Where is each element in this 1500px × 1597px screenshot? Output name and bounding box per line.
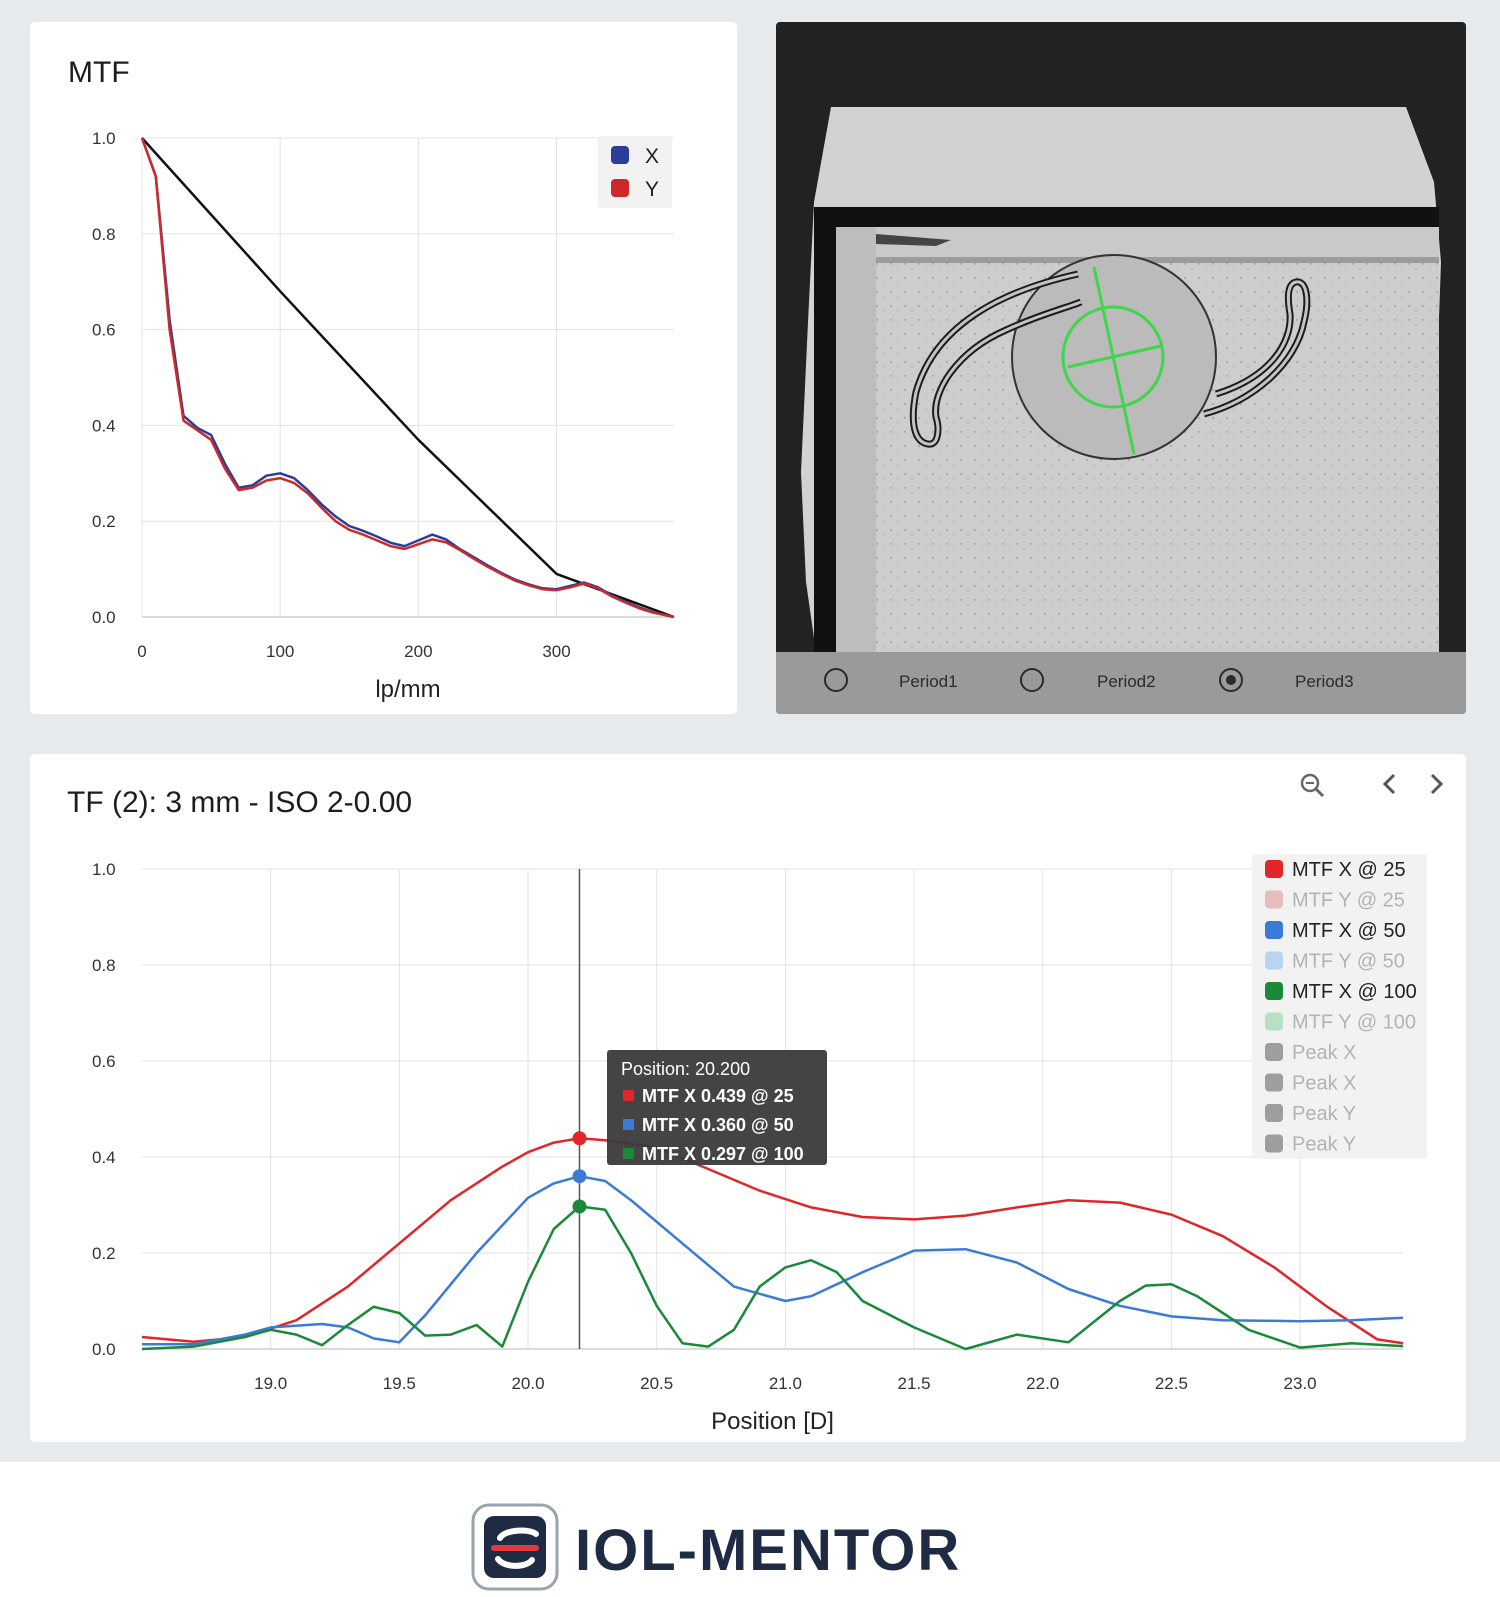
cursor-point-2	[572, 1199, 587, 1214]
series-line-1	[142, 1174, 1404, 1346]
tf-legend-swatch	[1265, 921, 1283, 939]
x-tick-label: 0	[137, 642, 146, 661]
y-tick-label: 0.6	[92, 1052, 116, 1071]
x-tick-label: 19.5	[383, 1374, 416, 1393]
y-tick-label: 0.6	[92, 321, 116, 340]
series-line-1	[140, 137, 675, 619]
x-tick-label: 22.0	[1026, 1374, 1059, 1393]
y-tick-label: 0.8	[92, 956, 116, 975]
camera-view: Period1 Period2 Period3	[776, 22, 1466, 714]
tf-title: TF (2): 3 mm - ISO 2-0.00	[67, 786, 413, 819]
tf-legend-swatch	[1265, 860, 1283, 878]
tf-legend-swatch	[1265, 1012, 1283, 1031]
mtf-card: MTF 0.0 0.2 0.4 0.6 0.8 1.0 0 100 200 300 lp/mm X Y	[30, 22, 737, 714]
mtf-chart: 0.0 0.2 0.4 0.6 0.8 1.0 0 100 200 300 lp/mm XY	[92, 129, 675, 703]
cursor-point-0	[572, 1131, 587, 1146]
tf-legend-item[interactable]: MTF Y @ 25	[1292, 890, 1405, 912]
series-line-0	[141, 1137, 1404, 1345]
tooltip-row: MTF X 0.439 @ 25	[642, 1086, 794, 1106]
tooltip-swatch	[623, 1090, 634, 1101]
tf-legend-swatch	[1265, 1104, 1283, 1122]
y-tick-label: 0.4	[92, 416, 116, 435]
x-tick-label: 22.5	[1155, 1374, 1188, 1393]
tf-legend-item[interactable]: MTF X @ 25	[1292, 859, 1406, 881]
x-tick-label: 20.5	[640, 1374, 673, 1393]
tf-legend-swatch	[1265, 982, 1283, 1000]
chevron-left-icon[interactable]	[1377, 769, 1403, 799]
period2-label[interactable]: Period2	[1097, 672, 1156, 691]
tooltip-swatch	[623, 1119, 634, 1130]
tooltip-row: MTF X 0.360 @ 50	[642, 1115, 794, 1135]
y-tick-label: 1.0	[92, 860, 116, 879]
x-tick-label: 21.5	[897, 1374, 930, 1393]
tf-legend-item[interactable]: MTF Y @ 50	[1292, 951, 1405, 973]
tf-chart: 0.0 0.2 0.4 0.6 0.8 1.0 19.0 19.5 20.0 20.5 21.0 21…	[92, 854, 1427, 1435]
x-tick-label: 20.0	[511, 1374, 544, 1393]
tf-legend-swatch	[1265, 890, 1283, 909]
mtf-title: MTF	[68, 56, 130, 89]
period2-radio[interactable]	[1020, 668, 1044, 692]
tf-legend-swatch	[1265, 951, 1283, 970]
tf-legend-item[interactable]: MTF Y @ 100	[1292, 1012, 1416, 1034]
mtf-legend-label[interactable]: Y	[645, 178, 659, 201]
period-selector: Period1 Period2 Period3	[776, 652, 1466, 714]
tf-legend-item[interactable]: Peak Y	[1292, 1134, 1356, 1156]
tooltip	[607, 1050, 827, 1165]
tooltip-row: MTF X 0.297 @ 100	[642, 1144, 804, 1164]
y-tick-label: 0.2	[92, 1244, 116, 1263]
mtf-legend	[598, 136, 672, 208]
x-tick-label: 100	[266, 642, 294, 661]
series-line-2	[141, 1205, 1404, 1351]
y-tick-label: 0.4	[92, 1148, 116, 1167]
y-tick-label: 0.0	[92, 1340, 116, 1359]
brand-name: IOL-MENTOR	[575, 1518, 961, 1583]
cursor-point-1	[572, 1169, 587, 1184]
period1-label[interactable]: Period1	[899, 672, 958, 691]
tf-legend-swatch	[1265, 1134, 1283, 1153]
camera-image	[801, 107, 1441, 652]
tf-legend-swatch	[1265, 1043, 1283, 1061]
tooltip-header: Position: 20.200	[621, 1059, 750, 1079]
tooltip-swatch	[623, 1148, 634, 1159]
x-tick-label: 19.0	[254, 1374, 287, 1393]
y-tick-label: 0.8	[92, 225, 116, 244]
x-tick-label: 23.0	[1284, 1374, 1317, 1393]
chevron-right-icon[interactable]	[1423, 769, 1449, 799]
period1-radio[interactable]	[824, 668, 848, 692]
mtf-legend-label[interactable]: X	[645, 145, 659, 168]
x-axis-label: lp/mm	[375, 676, 440, 703]
tf-legend-swatch	[1265, 1073, 1283, 1092]
period3-radio[interactable]	[1219, 668, 1243, 692]
x-tick-label: 200	[404, 642, 432, 661]
y-tick-label: 0.0	[92, 608, 116, 627]
brand-logo: IOL-MENTOR	[470, 1502, 1070, 1592]
series-line-2	[140, 137, 675, 619]
tf-legend	[1252, 854, 1427, 1159]
zoom-icon[interactable]	[1297, 770, 1327, 800]
x-axis-label: Position [D]	[711, 1408, 834, 1435]
tf-card: TF (2): 3 mm - ISO 2-0.00 0.0 0.2 0.4 0.6 0.…	[30, 754, 1466, 1442]
mtf-legend-swatch	[611, 146, 629, 164]
mtf-legend-swatch	[611, 179, 629, 197]
y-tick-label: 0.2	[92, 512, 116, 531]
x-tick-label: 21.0	[769, 1374, 802, 1393]
y-tick-label: 1.0	[92, 129, 116, 148]
period3-label[interactable]: Period3	[1295, 672, 1354, 691]
iol-mentor-logo: IOL-MENTOR	[471, 1503, 961, 1591]
x-tick-label: 300	[542, 642, 570, 661]
tf-legend-item[interactable]: MTF X @ 50	[1292, 920, 1406, 942]
tf-legend-item[interactable]: Peak X	[1292, 1042, 1356, 1064]
tf-legend-item[interactable]: Peak Y	[1292, 1103, 1356, 1125]
tf-legend-item[interactable]: MTF X @ 100	[1292, 981, 1417, 1003]
tf-legend-item[interactable]: Peak X	[1292, 1073, 1356, 1095]
